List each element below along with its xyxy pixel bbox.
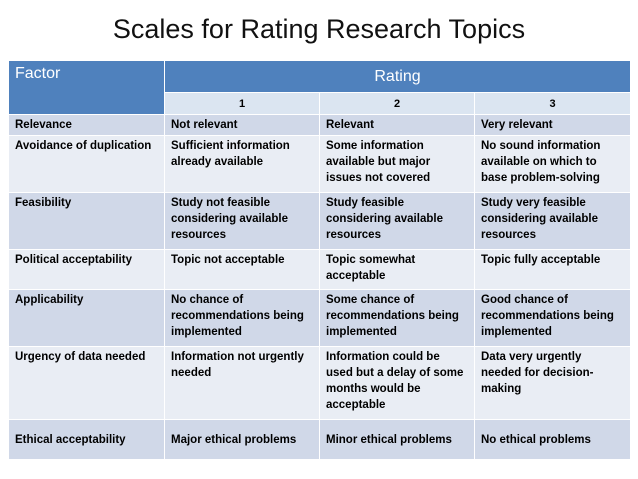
factor-cell: Political acceptability	[8, 249, 165, 290]
table-row: Applicability No chance of recommendatio…	[8, 289, 631, 347]
rating-cell: Information could be used but a delay of…	[319, 346, 475, 420]
header-row: Factor Rating	[8, 60, 631, 115]
slide-title: Scales for Rating Research Topics	[112, 14, 526, 44]
rating-cell: Relevant	[319, 114, 475, 136]
factor-cell: Avoidance of duplication	[8, 135, 165, 193]
table-row: Feasibility Study not feasible consideri…	[8, 192, 631, 250]
rating-cell: Major ethical problems	[164, 419, 320, 460]
rating-cell: Minor ethical problems	[319, 419, 475, 460]
rating-cell: Topic not acceptable	[164, 249, 320, 290]
rating-cell: No chance of recommendations being imple…	[164, 289, 320, 347]
rating-cell: Study feasible considering available res…	[319, 192, 475, 250]
factor-cell: Applicability	[8, 289, 165, 347]
rating-cell: Sufficient information already available	[164, 135, 320, 193]
rating-cell: Very relevant	[474, 114, 631, 136]
rating-table: Factor Rating 1 2 3 Relevance Not releva…	[8, 60, 631, 460]
table-row: Ethical acceptability Major ethical prob…	[8, 419, 631, 460]
table-row: Urgency of data needed Information not u…	[8, 346, 631, 420]
factor-cell: Ethical acceptability	[8, 419, 165, 460]
rating-cell: Study very feasible considering availabl…	[474, 192, 631, 250]
factor-cell: Urgency of data needed	[8, 346, 165, 420]
rating-cell: Information not urgently needed	[164, 346, 320, 420]
rating-cell: Some chance of recommendations being imp…	[319, 289, 475, 347]
rating-cell: Not relevant	[164, 114, 320, 136]
header-factor: Factor	[8, 60, 165, 115]
rating-cell: No ethical problems	[474, 419, 631, 460]
header-rating: Rating	[164, 60, 631, 93]
factor-cell: Relevance	[8, 114, 165, 136]
rating-cell: Good chance of recommendations being imp…	[474, 289, 631, 347]
rating-level-1: 1	[164, 92, 320, 115]
rating-cell: Topic somewhat acceptable	[319, 249, 475, 290]
rating-cell: No sound information available on which …	[474, 135, 631, 193]
factor-cell: Feasibility	[8, 192, 165, 250]
rating-cell: Study not feasible considering available…	[164, 192, 320, 250]
table-row: Avoidance of duplication Sufficient info…	[8, 135, 631, 193]
rating-cell: Data very urgently needed for decision-m…	[474, 346, 631, 420]
rating-level-3: 3	[474, 92, 631, 115]
table-row: Relevance Not relevant Relevant Very rel…	[8, 114, 631, 136]
table-row: Political acceptability Topic not accept…	[8, 249, 631, 290]
rating-level-2: 2	[319, 92, 475, 115]
rating-cell: Some information available but major iss…	[319, 135, 475, 193]
rating-cell: Topic fully acceptable	[474, 249, 631, 290]
